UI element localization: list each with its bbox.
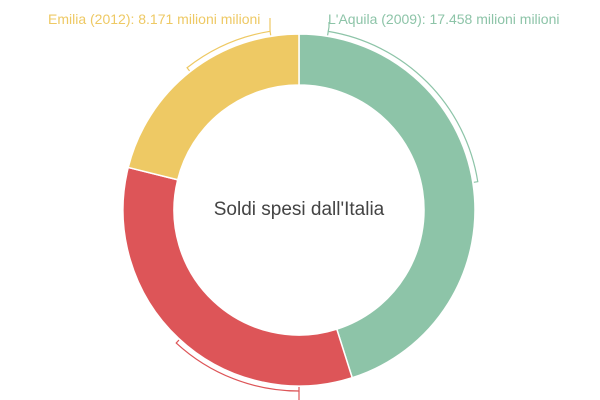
donut-slice-2 [127, 33, 300, 181]
donut-slices [122, 33, 476, 387]
donut-slice-1 [122, 166, 354, 387]
bracket-arc [327, 30, 479, 183]
leader-line [327, 22, 330, 32]
chart-center-title: Soldi spesi dall'Italia [213, 199, 385, 220]
bracket-arc [175, 339, 300, 392]
slice-label-emilia: Emilia (2012): 8.171 milioni milioni [48, 11, 261, 27]
bracket-arc [186, 30, 272, 72]
label-brackets [175, 18, 479, 400]
donut-slice-0 [298, 33, 476, 379]
slice-label-laquila: L'Aquila (2009): 17.458 milioni milioni [328, 11, 560, 27]
